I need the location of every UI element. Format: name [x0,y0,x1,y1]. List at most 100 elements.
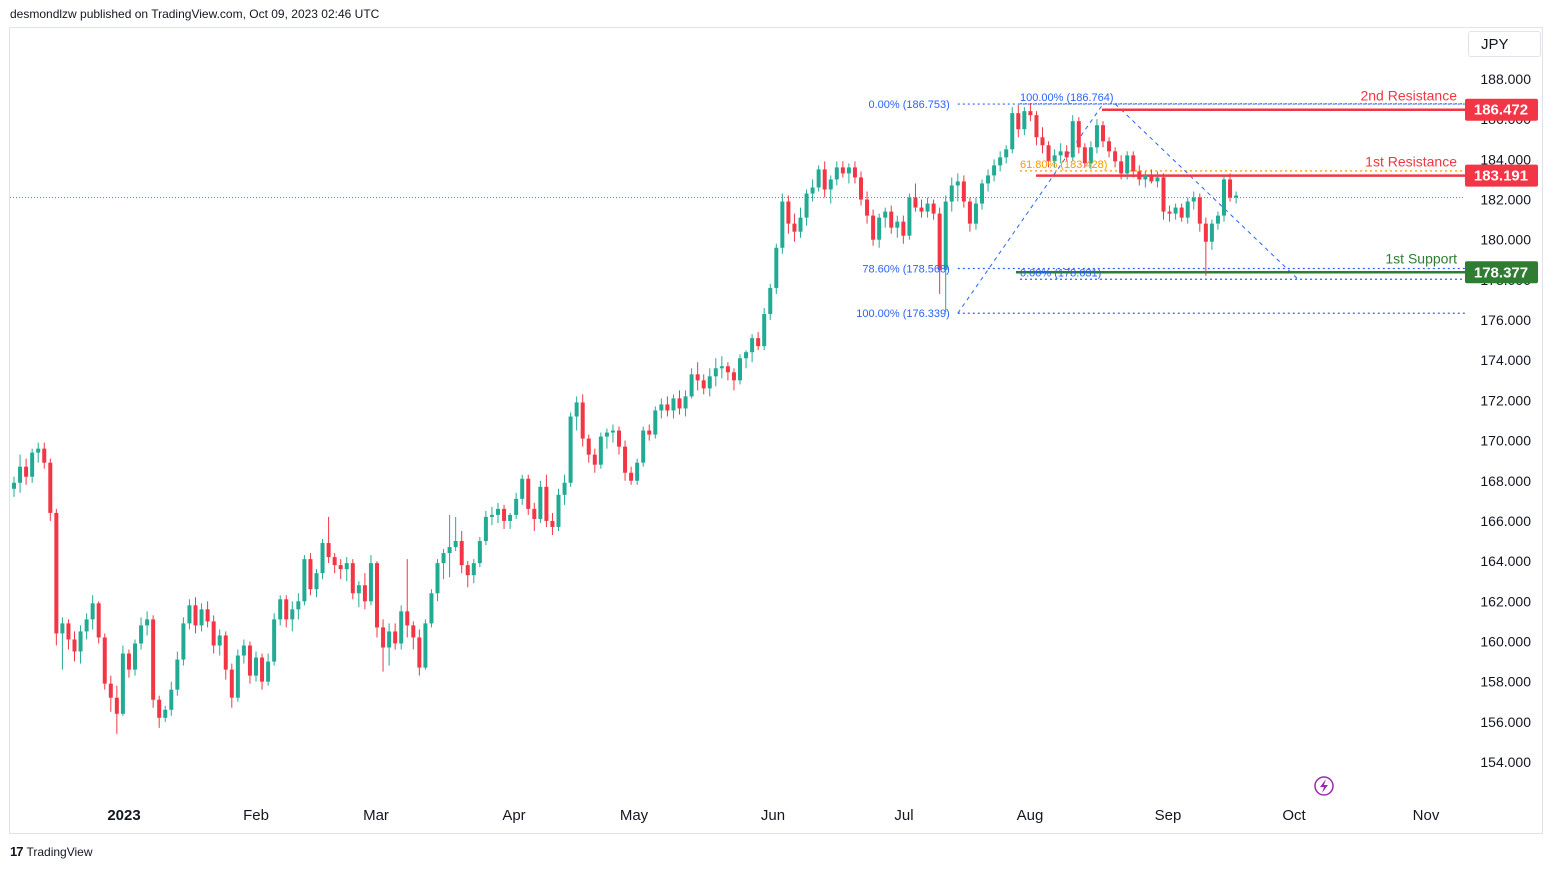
candle-body [610,430,615,433]
candle-body [592,454,597,465]
candle-body [120,653,125,714]
candle-body [1107,141,1112,152]
x-axis-tick-label: 2023 [107,807,140,824]
candle-body [895,221,900,228]
candle-body [859,177,863,200]
candle-body [1161,177,1166,212]
candle-body [913,197,918,208]
y-axis-tick-label: 184.000 [1480,151,1531,167]
candle-body [241,645,246,656]
candle-body [489,514,494,517]
candle-body [1209,223,1214,242]
candle-body [362,585,367,602]
fib2-level-label: 100.00% (186.764) [1020,92,1114,104]
candle-body [695,374,700,381]
candle-body [1149,175,1154,182]
candle-body [556,494,561,527]
y-axis-tick-label: 180.000 [1480,232,1531,248]
candle-body [1203,223,1208,242]
candle-body [66,623,71,640]
candle-body [199,609,204,626]
candle-body [211,621,216,646]
lightning-icon [1314,776,1334,796]
candle-body [90,603,95,620]
candle-body [465,565,470,576]
candle-body [1215,215,1220,224]
candle-body [151,619,156,700]
candle-body [514,498,519,515]
candle-body [665,404,670,411]
candle-body [689,374,694,397]
candle-body [671,398,676,411]
x-axis-tick-label: Feb [243,807,269,824]
candle-body [1088,147,1093,164]
candle-body [901,221,906,236]
support-price-badge-value: 178.377 [1474,264,1528,281]
lightning-icon-bolt [1320,779,1328,793]
candle-body [756,338,761,347]
candle-body [653,410,658,435]
resistance-price-badge [1465,98,1538,121]
candle-body [1040,137,1045,146]
candle-body [290,609,295,620]
candle-body [1058,151,1063,156]
candle-body [1155,177,1160,182]
candle-body [725,366,730,373]
y-axis-tick-label: 166.000 [1480,513,1531,529]
candle-body [235,655,240,698]
candle-body [483,516,488,542]
resistance-price-badge-value: 183.191 [1474,168,1528,185]
candle-body [786,201,791,224]
candle-body [502,508,507,521]
tradingview-footer: 17 TradingView [10,844,93,859]
candle-body [744,352,749,359]
candle-body [840,167,845,174]
candle-body [780,201,785,248]
candle-body [798,217,803,232]
candle-body [774,247,779,288]
candle-body [617,430,621,447]
candle-body [1082,147,1087,164]
candle-body [78,631,83,652]
candle-body [604,432,609,437]
x-axis-tick-label: Jun [761,807,785,824]
candle-body [254,657,258,676]
candle-body [1064,151,1069,158]
currency-selector[interactable]: JPY [1468,31,1541,57]
candle-body [447,547,452,554]
y-axis-tick-label: 170.000 [1480,433,1531,449]
candle-body [157,699,162,718]
candle-body [919,207,924,212]
candle-body [526,478,531,509]
candle-body [762,314,767,347]
candle-body [84,619,89,632]
y-axis-tick-label: 168.000 [1480,473,1531,489]
chart-frame [9,27,1543,834]
candle-body [1125,155,1130,174]
candle-body [701,380,706,389]
candle-body [405,611,410,626]
candle-body [139,625,144,644]
candle-body [1034,115,1039,138]
candle-body [647,430,652,435]
candle-body [659,404,664,411]
y-axis-tick-label: 156.000 [1480,714,1531,730]
candle-body [973,203,978,224]
candle-body [623,446,628,473]
candle-body [1022,111,1027,130]
candle-body [36,448,41,453]
resistance-label: 2nd Resistance [1360,88,1457,104]
candle-body [332,557,337,566]
candle-body [133,643,137,670]
y-axis-tick-label: 162.000 [1480,593,1531,609]
candle-body [998,157,1003,166]
candle-body [260,657,265,682]
candle-body [453,541,458,548]
candle-body [961,181,966,202]
candle-body [399,611,404,644]
candle-body [266,661,271,682]
candle-body [247,645,252,676]
candle-body [713,368,718,377]
candle-body [925,203,930,212]
